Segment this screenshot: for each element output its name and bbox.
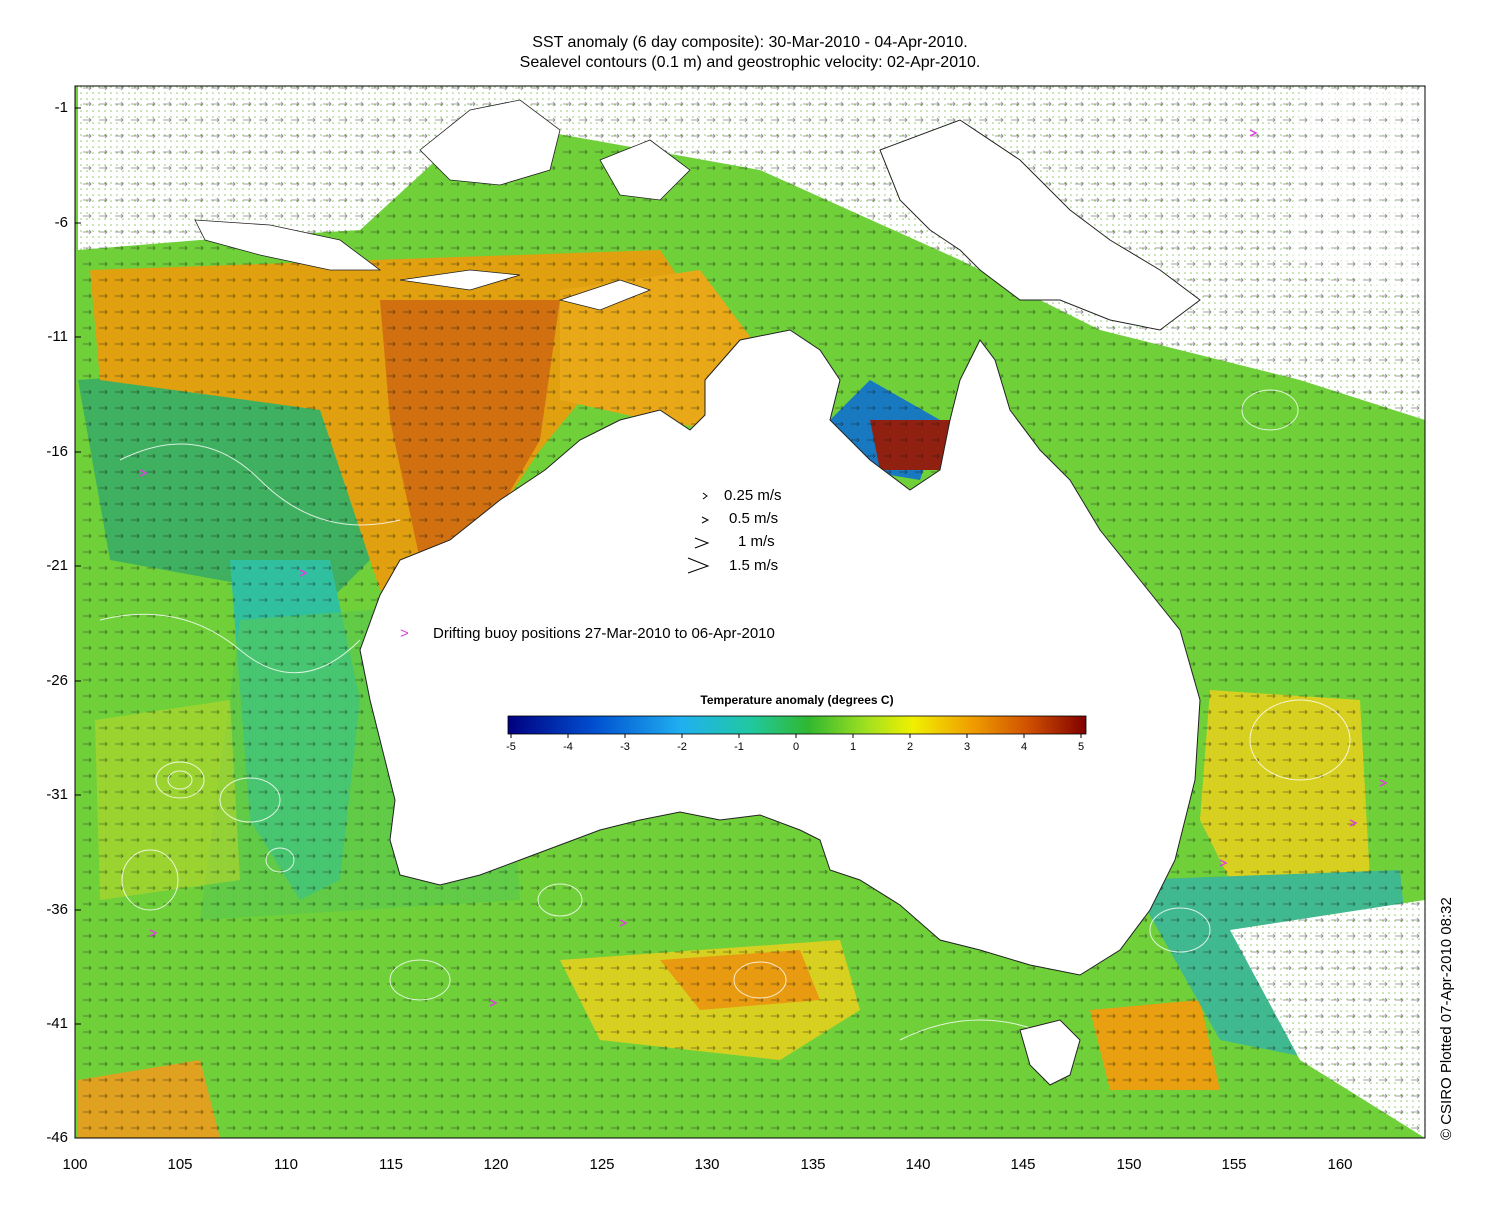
x-tick-label: 135 [800,1156,826,1173]
y-tick-label: -16 [46,443,68,460]
buoy-legend-marker: > [400,625,409,642]
x-tick-label: 155 [1221,1156,1247,1173]
velocity-legend-label: 1 m/s [738,533,775,550]
x-tick-label: 150 [1116,1156,1142,1173]
x-tick-label: 105 [167,1156,193,1173]
x-tick-label: 125 [589,1156,615,1173]
map-title-line1: SST anomaly (6 day composite): 30-Mar-20… [532,34,968,51]
y-tick-label: -6 [54,214,68,231]
colorbar-tick-label: -2 [677,741,687,753]
y-tick-label: -46 [46,1129,68,1146]
buoy-legend-label: Drifting buoy positions 27-Mar-2010 to 0… [433,625,775,642]
y-tick-label: -36 [46,901,68,918]
x-tick-label: 140 [905,1156,931,1173]
indonesian-islands [194,99,691,311]
velocity-legend-label: 0.5 m/s [729,510,779,527]
x-tick-label: 100 [62,1156,88,1173]
sealevel-contours [99,389,1351,1041]
colorbar [507,715,1087,735]
colorbar-tick-label: -1 [734,741,744,753]
y-tick-label: -41 [46,1015,68,1032]
colorbar-tick-marks [510,734,1082,738]
y-tick-label: -26 [46,672,68,689]
colorbar-tick-label: -5 [506,741,516,753]
colorbar-tick-label: 3 [963,741,971,753]
y-tick-label: -1 [54,99,68,116]
plot-frame [74,85,1426,1139]
map-title-line2: Sealevel contours (0.1 m) and geostrophi… [519,54,981,71]
tasmania [1019,1019,1081,1086]
y-tick-label: -21 [46,557,68,574]
x-tick-label: 160 [1327,1156,1353,1173]
x-tick-label: 115 [379,1156,403,1173]
x-tick-label: 130 [694,1156,720,1173]
velocity-legend-label: 0.25 m/s [724,487,782,504]
australia-landmass [359,329,1201,976]
colorbar-tick-label: 4 [1020,741,1028,753]
velocity-legend-arrows [687,492,710,574]
velocity-legend-label: 1.5 m/s [729,557,779,574]
colorbar-tick-label: 0 [792,741,800,753]
x-tick-label: 110 [274,1156,298,1173]
colorbar-title: Temperature anomaly (degrees C) [700,693,894,707]
y-axis-ticks [75,107,81,1025]
colorbar-tick-label: -4 [563,741,573,753]
drifting-buoy-markers [139,129,1388,1007]
colorbar-tick-label: -3 [620,741,630,753]
y-tick-label: -31 [46,786,68,803]
x-tick-label: 145 [1010,1156,1036,1173]
y-tick-label: -11 [47,328,68,345]
colorbar-tick-label: 1 [849,741,857,753]
new-guinea-landmass [879,119,1201,331]
colorbar-tick-label: 2 [906,741,914,753]
colorbar-tick-label: 5 [1077,741,1085,753]
plot-credit: © CSIRO Plotted 07-Apr-2010 08:32 [1438,897,1455,1140]
x-tick-label: 120 [483,1156,509,1173]
